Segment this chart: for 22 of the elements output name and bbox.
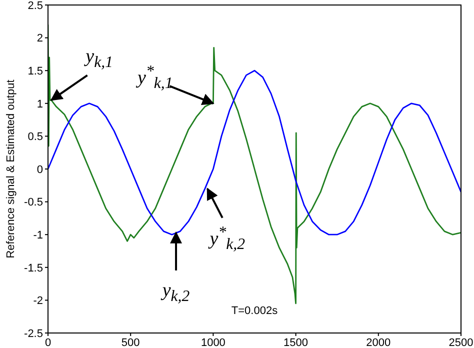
annotation: y$_{k,2}$ (160, 280, 191, 306)
x-tick-label: 1000 (200, 336, 226, 348)
y-tick-label: -2.5 (24, 328, 43, 340)
y-tick-label: 2 (36, 32, 43, 45)
x-tick-label: 2500 (448, 336, 474, 348)
x-tick-label: 2000 (366, 336, 391, 348)
y-tick-label: 1.5 (28, 66, 43, 78)
annotation: y$_{k,1}$ (83, 46, 114, 73)
x-tick-label: 0 (44, 336, 52, 348)
y-axis-title: Reference signal & Estimated output (4, 80, 17, 258)
x-tick-label: 500 (121, 336, 140, 348)
y-tick-label: 1 (36, 98, 43, 110)
x-tick-label: 1500 (284, 336, 308, 348)
y-tick-label: -1.5 (24, 262, 43, 274)
y-tick-label: 2.5 (28, 0, 43, 12)
y-tick-label: 0 (36, 164, 43, 176)
y-tick-label: -1 (33, 230, 43, 242)
line-series (48, 70, 461, 236)
y-tick-label: 0.5 (28, 131, 43, 144)
annotation: T=0.002s (230, 305, 279, 317)
y-tick-label: -2 (33, 295, 43, 308)
y-tick-label: -0.5 (24, 196, 43, 209)
